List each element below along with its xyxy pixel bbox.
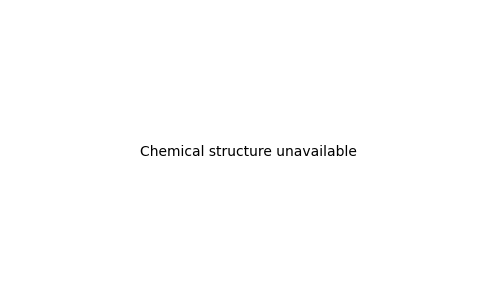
Text: Chemical structure unavailable: Chemical structure unavailable — [139, 145, 357, 158]
